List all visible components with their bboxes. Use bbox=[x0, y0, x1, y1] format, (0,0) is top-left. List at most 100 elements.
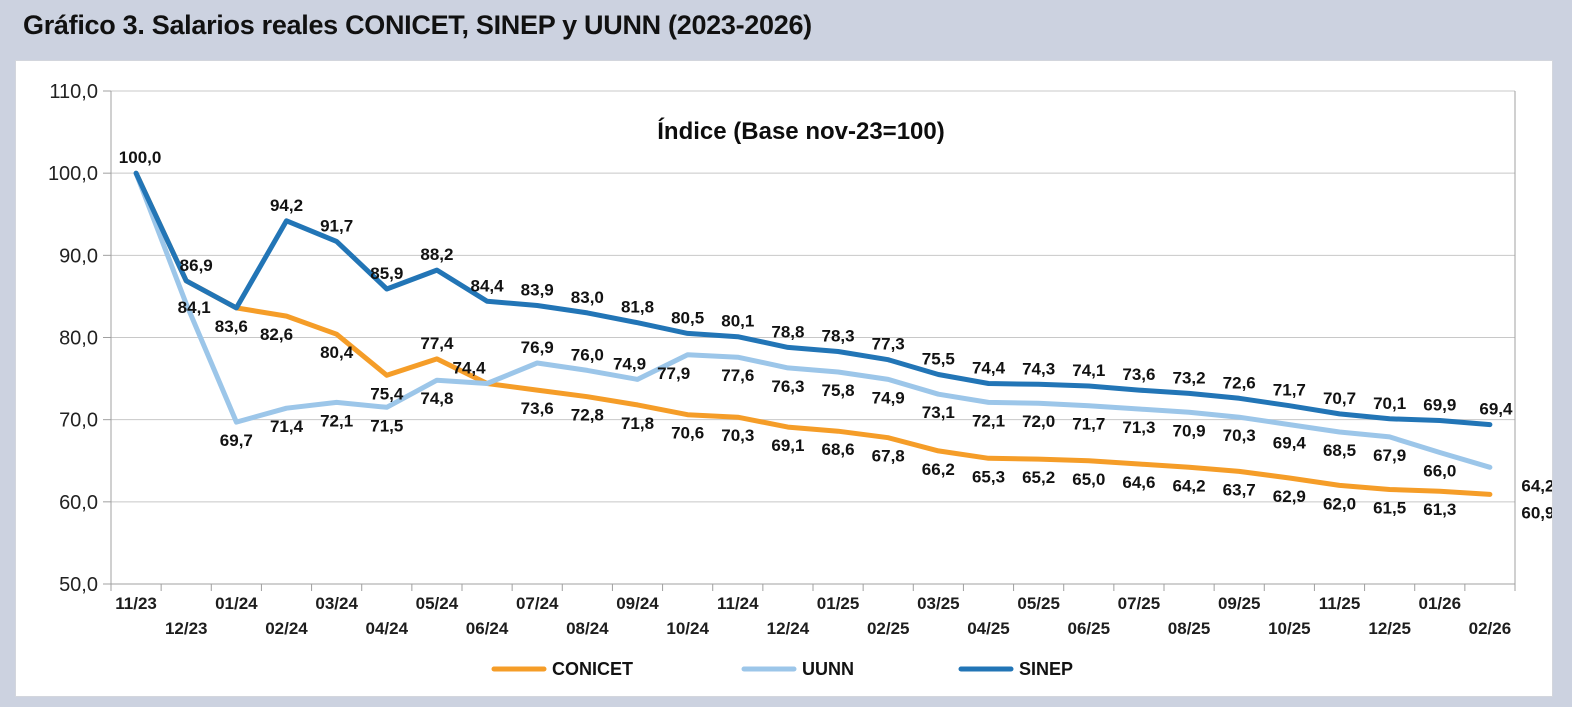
data-label-sinep: 74,1 bbox=[1072, 361, 1105, 380]
legend-label-sinep: SINEP bbox=[1019, 659, 1073, 679]
x-tick-label: 02/24 bbox=[265, 619, 308, 638]
data-label-conicet: 61,3 bbox=[1423, 500, 1456, 519]
x-tick-label: 07/25 bbox=[1118, 594, 1161, 613]
data-label-conicet: 60,9 bbox=[1521, 503, 1552, 522]
data-label-uunn: 69,4 bbox=[1273, 434, 1307, 453]
data-label-sinep: 69,4 bbox=[1479, 400, 1513, 419]
y-tick-label: 90,0 bbox=[59, 245, 98, 267]
data-label-uunn: 77,6 bbox=[721, 366, 754, 385]
data-label-sinep: 94,2 bbox=[270, 196, 303, 215]
x-tick-label: 06/24 bbox=[466, 619, 509, 638]
x-tick-label: 03/24 bbox=[315, 594, 358, 613]
data-label-sinep: 80,5 bbox=[671, 308, 704, 327]
legend-label-uunn: UUNN bbox=[802, 659, 854, 679]
data-label-conicet: 82,6 bbox=[260, 325, 293, 344]
x-tick-label: 12/25 bbox=[1368, 619, 1411, 638]
data-label-conicet: 64,6 bbox=[1122, 473, 1155, 492]
data-label-conicet: 65,3 bbox=[972, 467, 1005, 486]
data-label-sinep: 77,3 bbox=[872, 335, 905, 354]
data-label-conicet: 80,4 bbox=[320, 343, 354, 362]
data-label-sinep: 78,3 bbox=[822, 326, 855, 345]
data-label-conicet: 64,2 bbox=[1173, 476, 1206, 495]
data-label-uunn: 72,1 bbox=[320, 411, 353, 430]
legend-label-conicet: CONICET bbox=[552, 659, 633, 679]
data-label-conicet: 69,1 bbox=[771, 436, 804, 455]
x-tick-label: 01/24 bbox=[215, 594, 258, 613]
data-label-uunn: 74,9 bbox=[872, 388, 905, 407]
data-label-sinep: 85,9 bbox=[370, 264, 403, 283]
x-tick-label: 08/24 bbox=[566, 619, 609, 638]
data-label-uunn: 64,2 bbox=[1521, 476, 1552, 495]
data-label-sinep: 73,6 bbox=[1122, 365, 1155, 384]
data-label-conicet: 73,6 bbox=[521, 399, 554, 418]
data-label-uunn: 71,4 bbox=[270, 417, 304, 436]
data-label-sinep: 81,8 bbox=[621, 298, 654, 317]
series-line-conicet bbox=[133, 170, 1493, 497]
data-label-uunn: 72,1 bbox=[972, 411, 1005, 430]
x-tick-label: 12/23 bbox=[165, 619, 208, 638]
data-label-conicet: 68,6 bbox=[822, 440, 855, 459]
data-label-uunn: 73,1 bbox=[922, 403, 955, 422]
chart-panel: 50,0 60,0 70,0 80,0 90,0 100,0 110,0 11/23 12/23… bbox=[15, 60, 1553, 697]
data-label-uunn: 76,3 bbox=[771, 377, 804, 396]
data-label-uunn: 71,7 bbox=[1072, 415, 1105, 434]
y-tick-label: 70,0 bbox=[59, 410, 98, 432]
line-chart: 50,0 60,0 70,0 80,0 90,0 100,0 110,0 11/23 12/23… bbox=[48, 81, 1552, 679]
x-tick-label: 03/25 bbox=[917, 594, 960, 613]
data-label-sinep: 78,8 bbox=[771, 322, 804, 341]
data-label-uunn: 76,0 bbox=[571, 345, 604, 364]
data-label-uunn: 77,9 bbox=[657, 364, 690, 383]
y-tick-label: 60,0 bbox=[59, 492, 98, 514]
data-label-sinep: 69,9 bbox=[1423, 395, 1456, 414]
data-label-conicet: 71,8 bbox=[621, 414, 654, 433]
data-label-conicet: 66,2 bbox=[922, 460, 955, 479]
x-tick-label: 06/25 bbox=[1068, 619, 1111, 638]
data-label-uunn: 67,9 bbox=[1373, 446, 1406, 465]
series-line-sinep bbox=[133, 170, 1493, 428]
y-tick-label: 80,0 bbox=[59, 328, 98, 350]
data-label-sinep: 83,0 bbox=[571, 288, 604, 307]
x-tick-label: 01/25 bbox=[817, 594, 860, 613]
x-tick-label: 10/25 bbox=[1268, 619, 1311, 638]
y-tick-label: 50,0 bbox=[59, 574, 98, 596]
data-label-conicet: 74,4 bbox=[453, 359, 487, 378]
x-tick-label: 04/24 bbox=[366, 619, 409, 638]
data-label-sinep: 83,9 bbox=[521, 280, 554, 299]
data-label-conicet: 72,8 bbox=[571, 406, 604, 425]
data-label-sinep: 80,1 bbox=[721, 312, 754, 331]
data-label-uunn: 71,5 bbox=[370, 416, 403, 435]
data-label-conicet: 75,4 bbox=[370, 384, 404, 403]
data-label-uunn: 75,8 bbox=[822, 381, 855, 400]
series-line-uunn bbox=[133, 170, 1493, 470]
data-label-conicet: 70,3 bbox=[721, 426, 754, 445]
data-label-sinep: 83,6 bbox=[215, 317, 248, 336]
data-label-conicet: 61,5 bbox=[1373, 499, 1406, 518]
chart-subtitle: Índice (Base nov-23=100) bbox=[657, 117, 944, 145]
data-label-conicet: 77,4 bbox=[420, 334, 454, 353]
data-label-sinep: 74,3 bbox=[1022, 359, 1055, 378]
data-label-uunn: 70,9 bbox=[1173, 421, 1206, 440]
data-label-sinep: 84,4 bbox=[471, 276, 505, 295]
x-tick-label: 11/25 bbox=[1319, 594, 1361, 613]
data-label-conicet: 65,2 bbox=[1022, 468, 1055, 487]
data-label-uunn: 76,9 bbox=[521, 338, 554, 357]
data-label-uunn: 74,9 bbox=[613, 354, 646, 373]
x-tick-label: 11/24 bbox=[717, 594, 759, 613]
data-label-uunn: 66,0 bbox=[1423, 462, 1456, 481]
x-tick-label: 05/25 bbox=[1017, 594, 1060, 613]
data-label-uunn: 68,5 bbox=[1323, 441, 1356, 460]
data-label-sinep: 100,0 bbox=[119, 148, 162, 167]
data-label-sinep: 91,7 bbox=[320, 216, 353, 235]
x-tick-label: 07/24 bbox=[516, 594, 559, 613]
data-label-uunn: 74,8 bbox=[420, 389, 453, 408]
data-label-uunn: 72,0 bbox=[1022, 412, 1055, 431]
x-tick-label: 11/23 bbox=[115, 594, 157, 613]
data-label-sinep: 71,7 bbox=[1273, 381, 1306, 400]
x-tick-label: 10/24 bbox=[666, 619, 709, 638]
data-label-uunn: 84,1 bbox=[178, 298, 211, 317]
y-tick-label: 110,0 bbox=[49, 81, 98, 103]
data-label-conicet: 62,9 bbox=[1273, 487, 1306, 506]
data-label-uunn: 71,3 bbox=[1122, 418, 1155, 437]
x-tick-label: 02/26 bbox=[1469, 619, 1512, 638]
